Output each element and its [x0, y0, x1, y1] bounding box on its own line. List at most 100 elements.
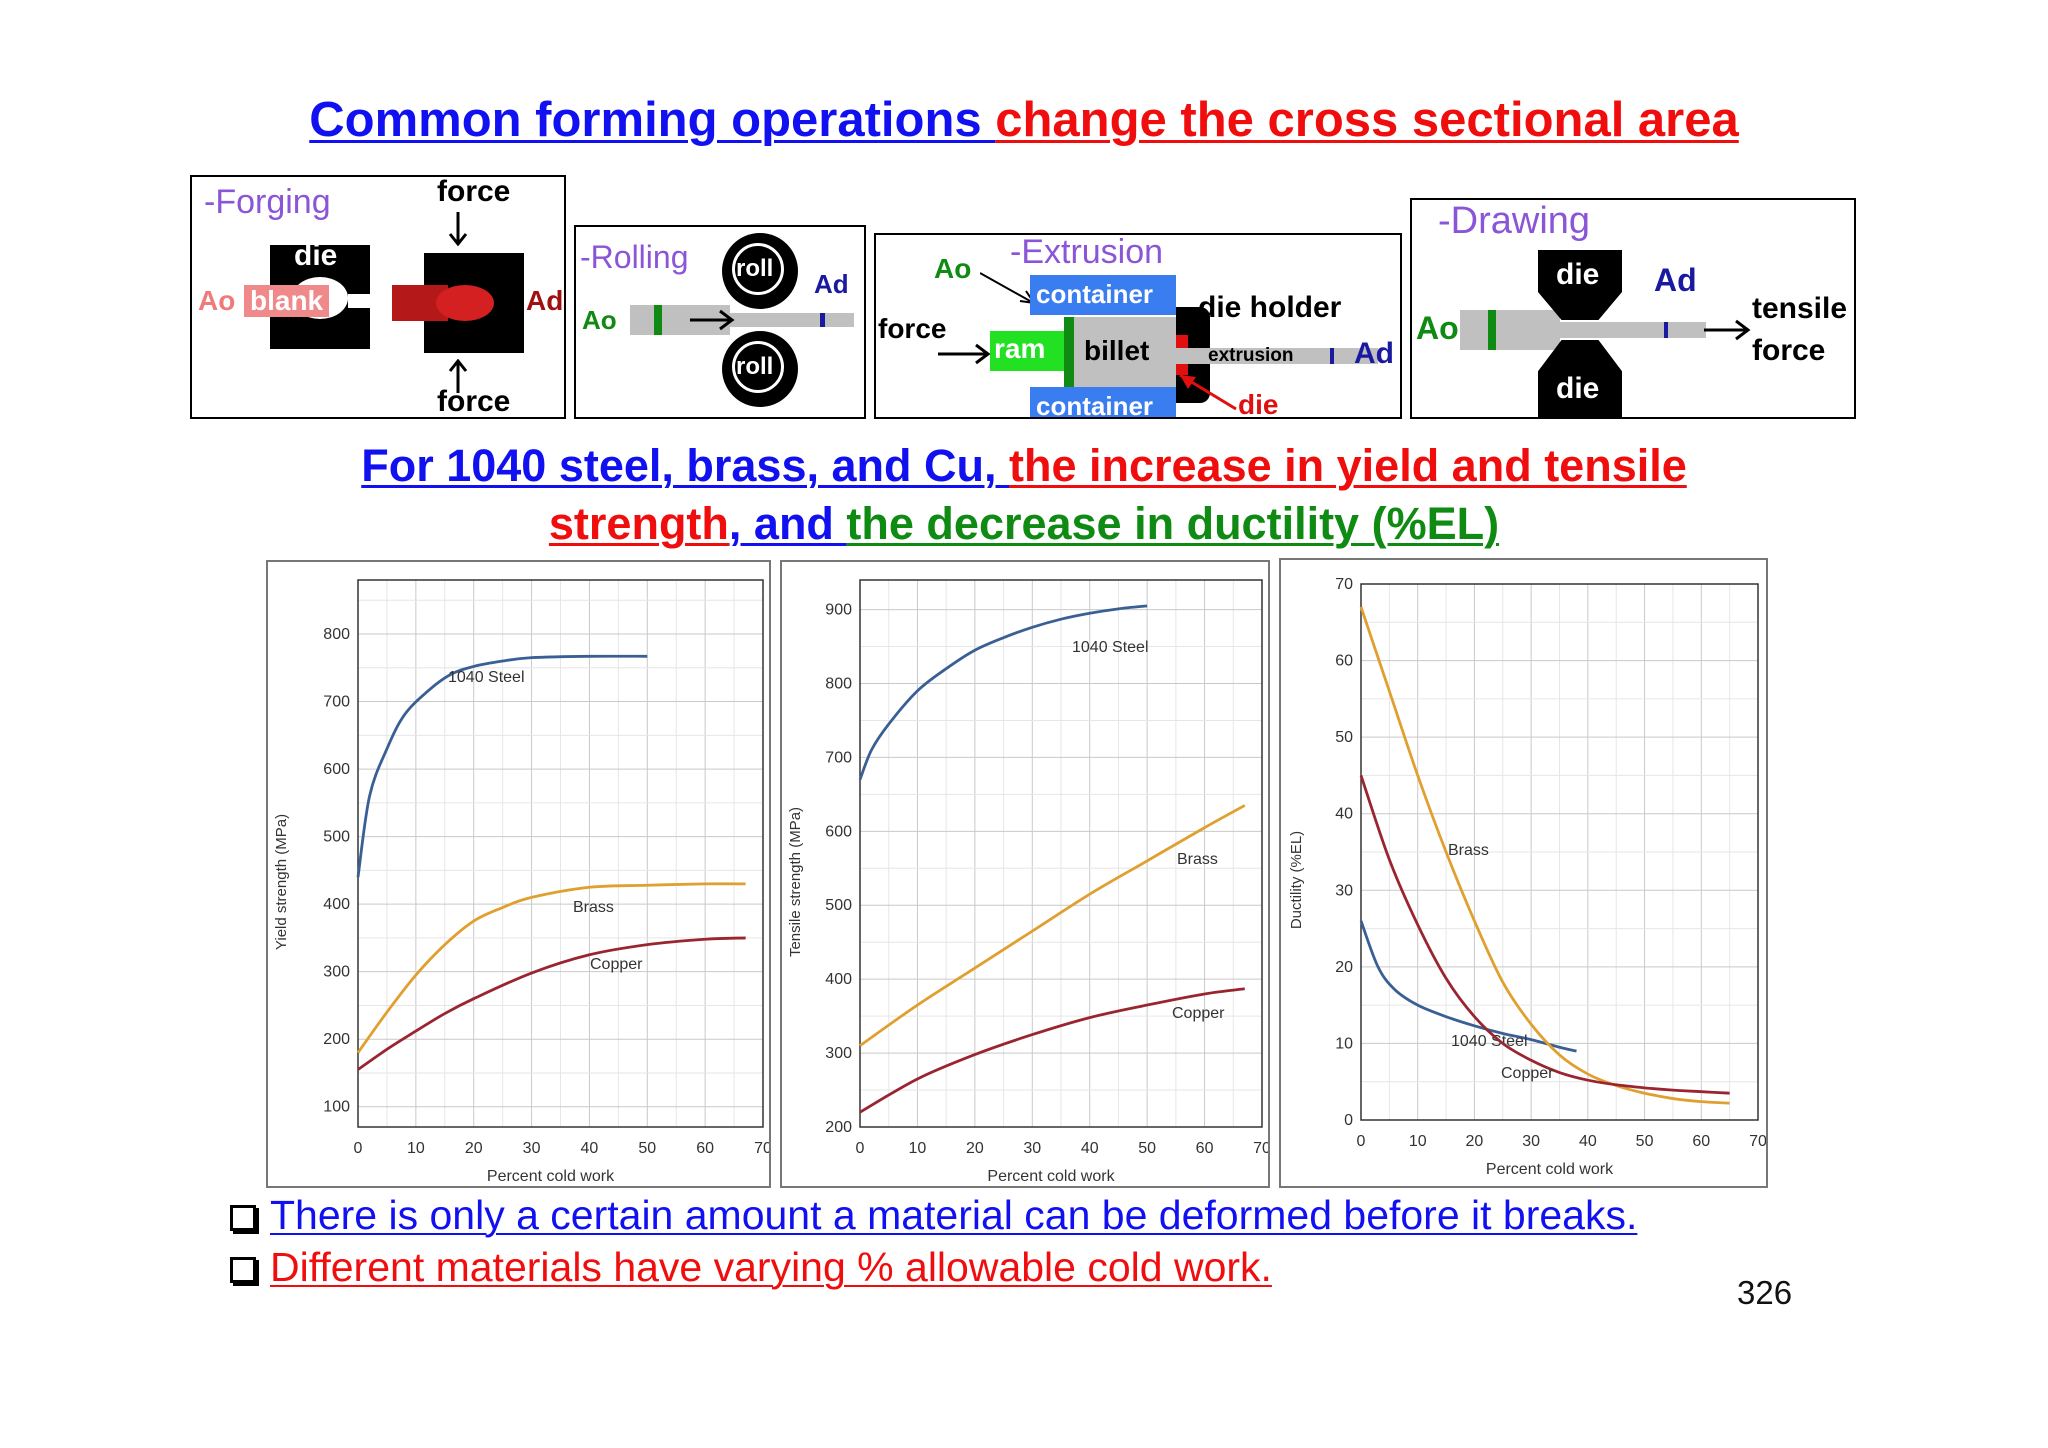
- drawing-wire-thin: [1556, 322, 1706, 338]
- force-up-arrow: [448, 358, 468, 398]
- subtitle-materials: For 1040 steel, brass, and Cu,: [361, 440, 1009, 491]
- y-axis-label: Tensile strength (MPa): [787, 807, 804, 957]
- bullet-1: There is only a certain amount a materia…: [230, 1192, 1637, 1239]
- y-tick-label: 800: [825, 675, 852, 692]
- page-title: Common forming operations change the cro…: [0, 92, 2048, 148]
- subtitle-line-1: For 1040 steel, brass, and Cu, the incre…: [0, 440, 2048, 492]
- x-tick-label: 10: [909, 1140, 927, 1157]
- x-tick-label: 30: [523, 1140, 541, 1157]
- drawing-a0-label: Ao: [1416, 310, 1459, 346]
- y-tick-label: 500: [825, 897, 852, 914]
- x-tick-label: 0: [354, 1140, 363, 1157]
- series-label: Copper: [590, 956, 643, 973]
- die-pointer: [1166, 367, 1246, 417]
- drawing-panel: -Drawing Ao Ad die die tensile force: [1410, 198, 1856, 419]
- series-label: Copper: [1172, 1005, 1225, 1022]
- blank-bar: [348, 294, 378, 308]
- page-number: 326: [1737, 1274, 1793, 1311]
- series-label: 1040 Steel: [448, 669, 525, 686]
- rolling-a0-label: Ao: [582, 305, 617, 335]
- x-tick-label: 60: [696, 1140, 714, 1157]
- bottom-roll-label: roll: [736, 353, 774, 380]
- extrusion-panel: -Extrusion Ao container ram billet force…: [874, 233, 1402, 419]
- drawing-ad-label: Ad: [1654, 262, 1697, 298]
- x-tick-label: 40: [581, 1140, 599, 1157]
- plot-frame: [357, 579, 764, 1128]
- y-tick-label: 20: [1335, 959, 1353, 976]
- rolling-panel: -Rolling Ao Ad roll roll: [574, 225, 866, 419]
- y-tick-label: 40: [1335, 806, 1353, 823]
- die-holder-label: die holder: [1198, 291, 1342, 324]
- x-axis-label: Percent cold work: [1486, 1161, 1614, 1178]
- die-label: die: [294, 239, 338, 272]
- die-insert-bottom: [1176, 361, 1188, 375]
- x-tick-label: 30: [1522, 1133, 1540, 1150]
- subtitle-and: , and: [728, 498, 847, 549]
- blank-label: blank: [244, 285, 330, 317]
- y-tick-label: 300: [825, 1045, 852, 1062]
- x-tick-label: 40: [1579, 1133, 1597, 1150]
- series-line-brass: [1359, 606, 1730, 1105]
- y-tick-label: 900: [825, 602, 852, 619]
- x-tick-label: 20: [1466, 1133, 1484, 1150]
- series-label: Brass: [573, 899, 614, 916]
- x-tick-label: 70: [1749, 1133, 1766, 1150]
- extrusion-force-arrow: [938, 341, 992, 372]
- y-tick-label: 500: [323, 829, 350, 846]
- ram-label: ram: [994, 333, 1046, 364]
- series-label: Copper: [1501, 1065, 1554, 1082]
- y-tick-label: 200: [323, 1031, 350, 1048]
- series-line-copper: [357, 936, 746, 1071]
- bottom-die: [1538, 340, 1622, 417]
- drawing-wire-thick: [1460, 310, 1560, 350]
- x-tick-label: 20: [966, 1140, 984, 1157]
- extrusion-a0-label: Ao: [934, 253, 972, 284]
- y-tick-label: 700: [323, 694, 350, 711]
- series-line-1040-steel: [858, 604, 1148, 781]
- bullet-2: Different materials have varying % allow…: [230, 1244, 1272, 1291]
- plot-frame: [859, 579, 1263, 1128]
- top-roll-ring: [732, 243, 784, 295]
- series-line-brass: [356, 882, 746, 1054]
- x-tick-label: 70: [754, 1140, 769, 1157]
- title-part-2: change the cross sectional area: [995, 93, 1739, 147]
- x-tick-label: 30: [1023, 1140, 1041, 1157]
- y-tick-label: 400: [323, 896, 350, 913]
- forging-label: -Forging: [204, 183, 331, 221]
- y-tick-label: 10: [1335, 1035, 1353, 1052]
- bullet-2-text: Different materials have varying % allow…: [270, 1244, 1272, 1290]
- force-label: force: [1752, 334, 1826, 367]
- force-top-label: force: [437, 175, 511, 208]
- container-top-label: container: [1036, 279, 1154, 309]
- container-top: [1030, 275, 1176, 315]
- checkbox-bullet-icon: [230, 1257, 256, 1283]
- extrusion-product-label: extrusion: [1208, 345, 1294, 366]
- yield-strength-chart: 0 10 20 30 40 50 60 70 100 200 300 400 500 600 700 800 P…: [266, 560, 772, 1188]
- x-tick-label: 40: [1081, 1140, 1099, 1157]
- ductility-chart: 0 10 20 30 40 50 60 70 0 10 20 30 40 50 60 70 Percent co…: [1279, 558, 1768, 1188]
- y-tick-label: 30: [1335, 882, 1353, 899]
- x-tick-label: 10: [1409, 1133, 1427, 1150]
- top-roll-label: roll: [736, 255, 774, 282]
- container-bottom-label: container: [1036, 391, 1154, 419]
- tensile-label: tensile: [1752, 292, 1848, 325]
- y-axis-label: Ductility (%EL): [1288, 831, 1305, 929]
- billet: [1074, 317, 1176, 387]
- forging-ad-label: Ad: [526, 285, 564, 316]
- x-tick-label: 20: [465, 1140, 483, 1157]
- y-tick-label: 600: [323, 761, 350, 778]
- y-axis-label: Yield strength (MPa): [273, 814, 290, 950]
- strip-thin: [726, 313, 854, 327]
- drawing-a0-marker: [1488, 310, 1496, 350]
- subtitle-increase: the increase in yield and tensile: [1009, 440, 1687, 491]
- x-axis-label: Percent cold work: [987, 1168, 1115, 1185]
- y-tick-label: 600: [825, 823, 852, 840]
- a0-marker: [654, 305, 662, 335]
- checkbox-bullet-icon: [230, 1205, 256, 1231]
- die-label-extrusion: die: [1238, 389, 1279, 419]
- force-down-arrow: [448, 212, 468, 251]
- x-tick-label: 10: [407, 1140, 425, 1157]
- ad-marker: [820, 313, 825, 327]
- series-line-copper: [859, 987, 1245, 1114]
- rolling-ad-label: Ad: [814, 269, 849, 299]
